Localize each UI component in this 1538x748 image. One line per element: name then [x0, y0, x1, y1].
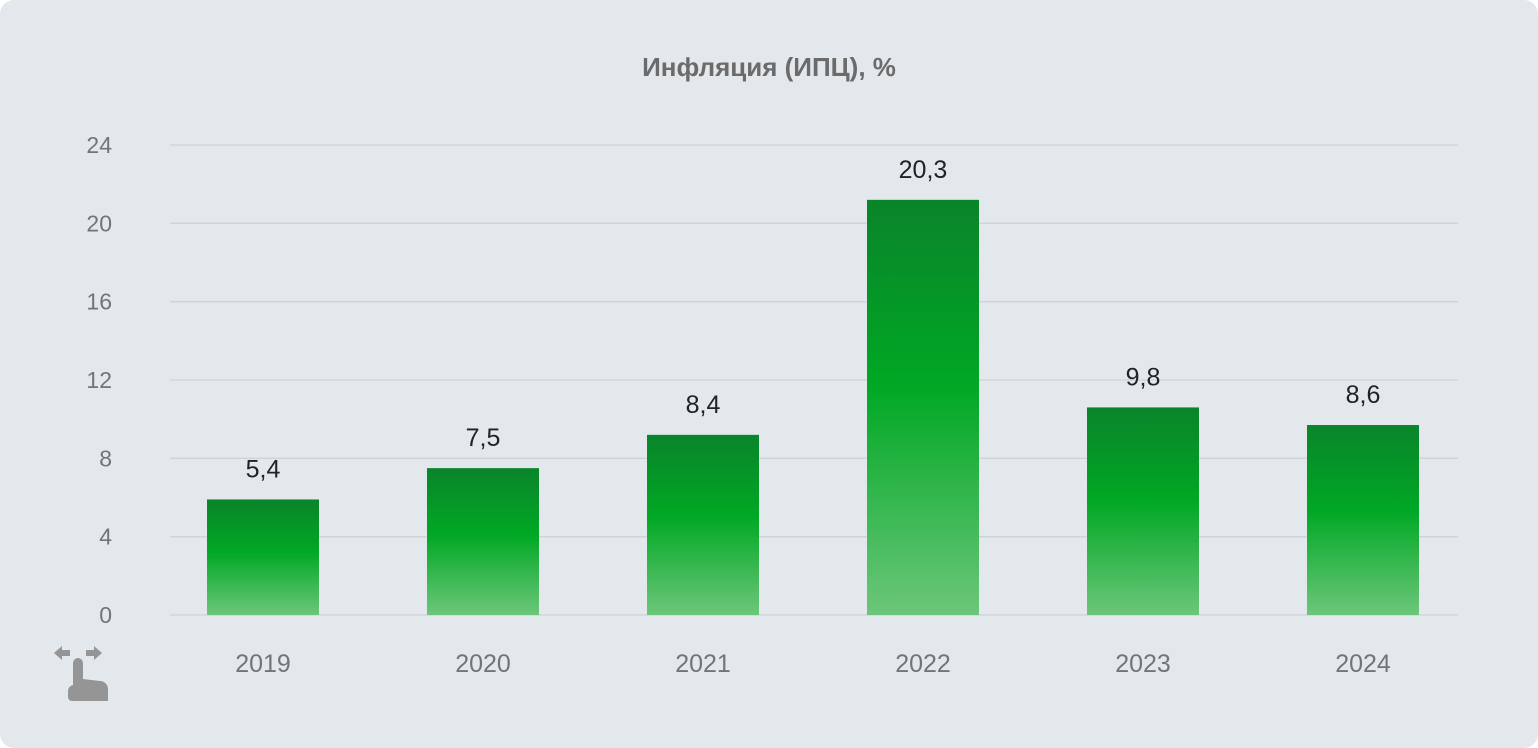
chart-title: Инфляция (ИПЦ), % [642, 52, 896, 82]
data-label: 5,4 [246, 455, 281, 483]
x-tick-label: 2024 [1335, 650, 1391, 678]
y-tick-label: 4 [99, 524, 112, 550]
x-tick-label: 2021 [675, 650, 731, 678]
y-tick-label: 16 [86, 289, 112, 315]
bar-2021 [647, 434, 759, 615]
data-label: 8,6 [1346, 381, 1381, 409]
x-tick-label: 2020 [455, 650, 511, 678]
bar-2022 [867, 199, 979, 616]
bar-2023 [1087, 407, 1199, 615]
y-tick-label: 24 [86, 132, 112, 158]
data-label: 20,3 [899, 156, 948, 184]
y-tick-label: 8 [99, 445, 112, 471]
swipe-horizontal-icon [54, 646, 108, 701]
data-label: 8,4 [686, 391, 721, 419]
x-tick-label: 2019 [235, 650, 291, 678]
data-label: 7,5 [466, 424, 501, 452]
y-tick-label: 20 [86, 210, 112, 236]
data-label: 9,8 [1126, 363, 1161, 391]
x-tick-label: 2023 [1115, 650, 1171, 678]
x-tick-label: 2022 [895, 650, 951, 678]
bar-2024 [1307, 425, 1419, 615]
y-tick-label: 0 [99, 602, 112, 628]
y-tick-label: 12 [86, 367, 112, 393]
bar-2020 [427, 468, 539, 615]
bar-2019 [207, 499, 319, 615]
